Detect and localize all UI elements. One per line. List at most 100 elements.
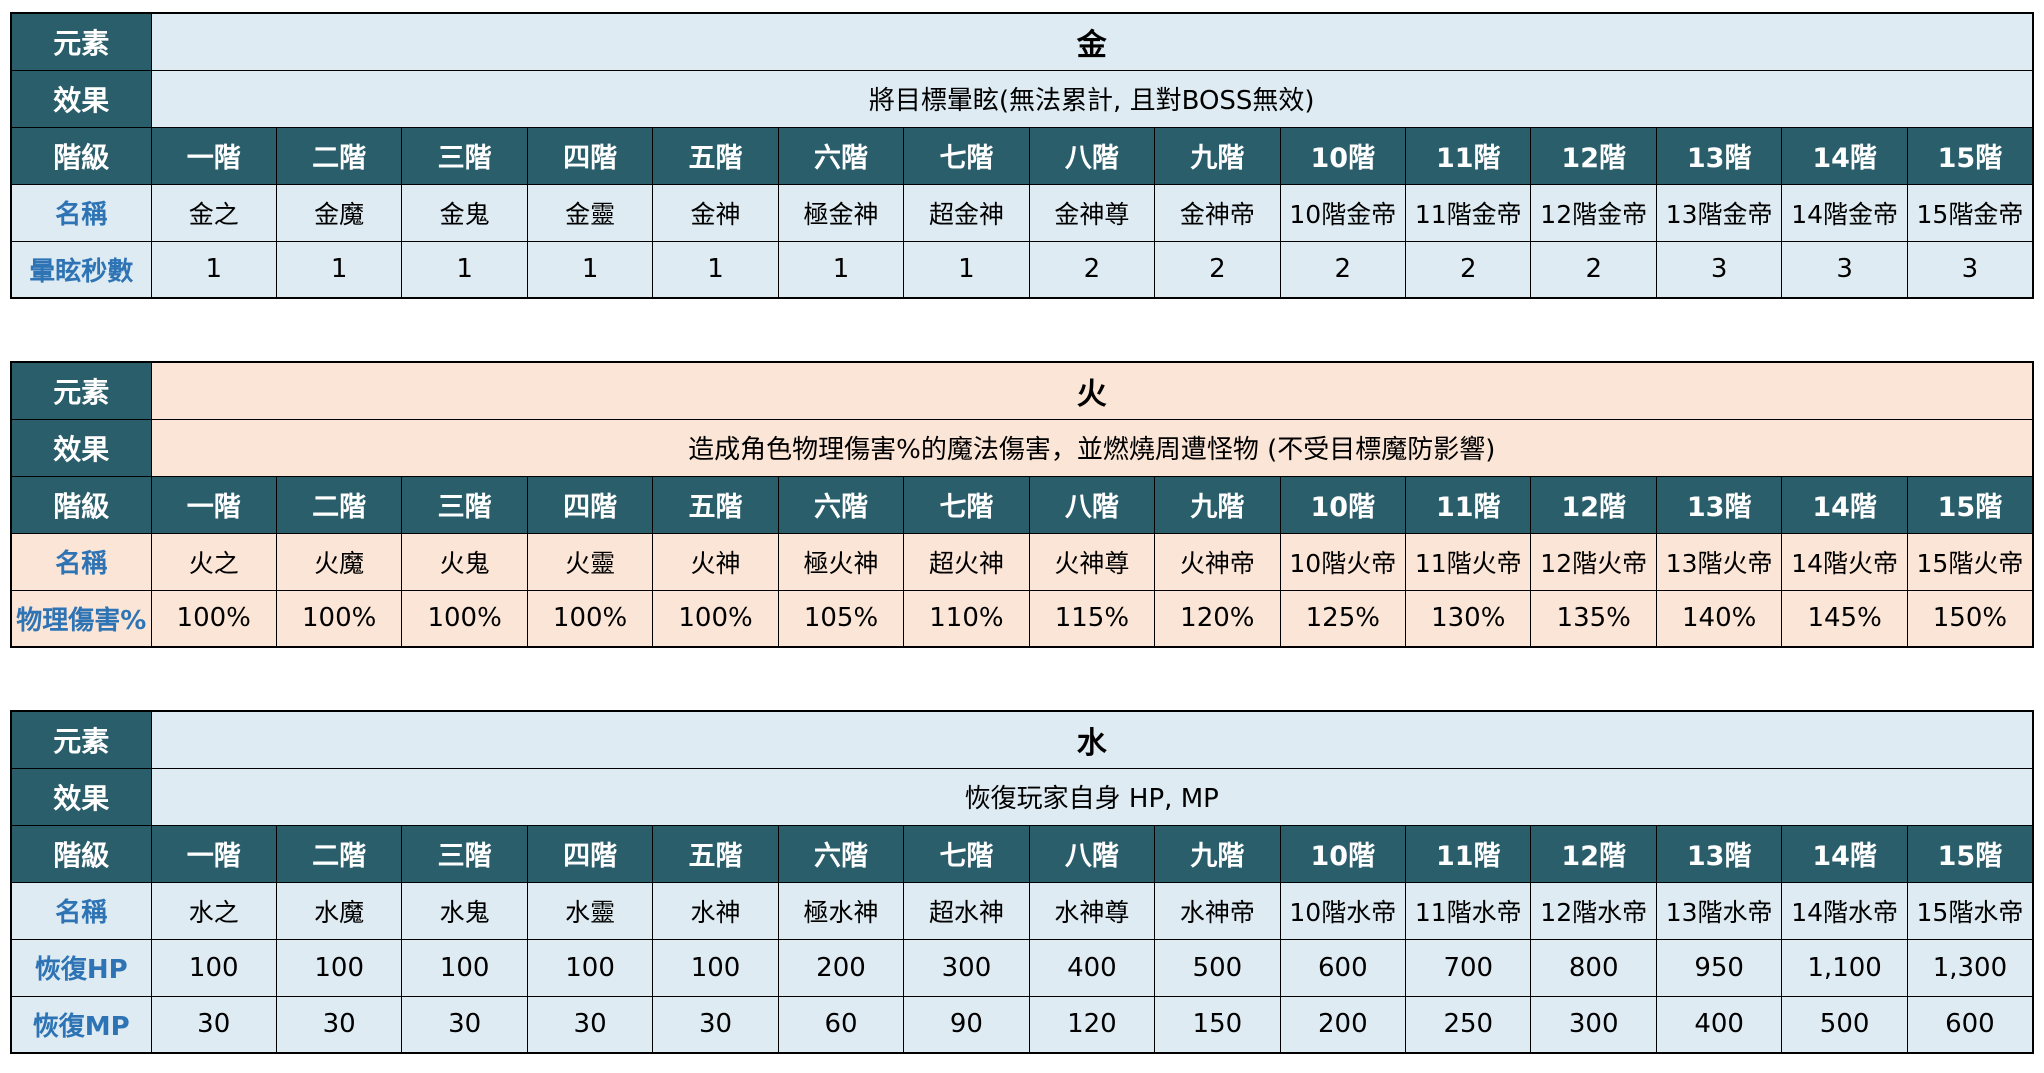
- tier-row-label: 階級: [10, 126, 152, 185]
- data-row-label: 恢復HP: [10, 938, 152, 997]
- data-cell: 13階金帝: [1655, 183, 1783, 242]
- data-cell: 200: [777, 938, 905, 997]
- tier-header-cell: 15階: [1906, 475, 2034, 534]
- data-cell: 100%: [652, 589, 779, 648]
- data-cell: 水之: [150, 881, 277, 940]
- tier-header-cell: 11階: [1405, 475, 1532, 534]
- element-row: 元素火: [10, 361, 2034, 420]
- data-cell: 1: [903, 240, 1030, 299]
- data-row-label: 名稱: [10, 183, 152, 242]
- data-cell: 13階火帝: [1655, 532, 1783, 591]
- data-cell: 12階火帝: [1530, 532, 1657, 591]
- data-cell: 極水神: [777, 881, 905, 940]
- tier-header-cell: 五階: [652, 475, 779, 534]
- element-row-label: 元素: [10, 12, 152, 71]
- tier-header-cell: 10階: [1279, 824, 1407, 883]
- tier-row-label: 階級: [10, 824, 152, 883]
- element-value: 金: [150, 12, 2034, 71]
- element-row: 元素水: [10, 710, 2034, 769]
- data-cell: 250: [1405, 995, 1532, 1054]
- tier-header-cell: 八階: [1028, 824, 1156, 883]
- data-cell: 超水神: [903, 881, 1030, 940]
- data-cell: 14階水帝: [1781, 881, 1908, 940]
- data-row: 名稱 金之 金魔 金鬼 金靈 金神 極金神 超金神 金神尊 金神帝 10階金帝 11階金帝 12階金帝 1…: [10, 183, 2034, 242]
- element-row: 元素金: [10, 12, 2034, 71]
- data-cell: 1: [150, 240, 277, 299]
- tier-header-cell: 13階: [1655, 475, 1783, 534]
- tier-header-cell: 六階: [777, 824, 905, 883]
- data-cell: 30: [401, 995, 528, 1054]
- data-cell: 2: [1028, 240, 1156, 299]
- tier-header-cell: 12階: [1530, 475, 1657, 534]
- data-cell: 30: [275, 995, 403, 1054]
- data-cell: 500: [1781, 995, 1908, 1054]
- effect-row: 效果 恢復玩家自身 HP, MP: [10, 767, 2034, 826]
- tier-header-cell: 九階: [1154, 126, 1281, 185]
- data-cell: 金靈: [526, 183, 654, 242]
- element-table-gold: 元素金效果 將目標暈眩(無法累計, 且對BOSS無效) 階級 一階 二階 三階 四階 五階 六階…: [10, 12, 2034, 299]
- tier-header-cell: 10階: [1279, 475, 1407, 534]
- tier-header-cell: 13階: [1655, 824, 1783, 883]
- data-cell: 10階金帝: [1279, 183, 1407, 242]
- data-row: 名稱 火之 火魔 火鬼 火靈 火神 極火神 超火神 火神尊 火神帝 10階火帝 11階火帝 12階火帝 1…: [10, 532, 2034, 591]
- data-cell: 600: [1279, 938, 1407, 997]
- data-cell: 140%: [1655, 589, 1783, 648]
- data-cell: 30: [526, 995, 654, 1054]
- data-cell: 10階水帝: [1279, 881, 1407, 940]
- data-cell: 1: [401, 240, 528, 299]
- data-cell: 火神帝: [1154, 532, 1281, 591]
- data-cell: 1: [526, 240, 654, 299]
- data-cell: 100: [401, 938, 528, 997]
- tier-header-cell: 10階: [1279, 126, 1407, 185]
- data-cell: 1: [275, 240, 403, 299]
- data-cell: 1,100: [1781, 938, 1908, 997]
- tier-header-cell: 一階: [150, 475, 277, 534]
- tier-header-cell: 六階: [777, 475, 905, 534]
- tier-header-cell: 七階: [903, 126, 1030, 185]
- tier-header-cell: 七階: [903, 475, 1030, 534]
- data-cell: 105%: [777, 589, 905, 648]
- data-cell: 3: [1781, 240, 1908, 299]
- data-cell: 30: [150, 995, 277, 1054]
- tier-header-cell: 三階: [401, 126, 528, 185]
- tier-row-label: 階級: [10, 475, 152, 534]
- data-cell: 135%: [1530, 589, 1657, 648]
- data-cell: 火魔: [275, 532, 403, 591]
- data-cell: 水神: [652, 881, 779, 940]
- data-cell: 11階水帝: [1405, 881, 1532, 940]
- data-cell: 600: [1906, 995, 2034, 1054]
- data-cell: 火鬼: [401, 532, 528, 591]
- data-cell: 145%: [1781, 589, 1908, 648]
- data-cell: 100%: [526, 589, 654, 648]
- data-cell: 11階金帝: [1405, 183, 1532, 242]
- data-cell: 金神尊: [1028, 183, 1156, 242]
- data-cell: 130%: [1405, 589, 1532, 648]
- data-row-label: 名稱: [10, 532, 152, 591]
- data-row: 名稱 水之 水魔 水鬼 水靈 水神 極水神 超水神 水神尊 水神帝 10階水帝 11階水帝 12階水帝 1…: [10, 881, 2034, 940]
- data-cell: 火之: [150, 532, 277, 591]
- element-value: 火: [150, 361, 2034, 420]
- data-cell: 14階火帝: [1781, 532, 1908, 591]
- tier-header-cell: 四階: [526, 824, 654, 883]
- tier-header-row: 階級 一階 二階 三階 四階 五階 六階 七階 八階 九階 10階 11階 12階 13階 14階 15階: [10, 126, 2034, 185]
- data-cell: 金神: [652, 183, 779, 242]
- data-cell: 3: [1655, 240, 1783, 299]
- data-cell: 10階火帝: [1279, 532, 1407, 591]
- data-cell: 火神尊: [1028, 532, 1156, 591]
- data-cell: 200: [1279, 995, 1407, 1054]
- tier-header-cell: 一階: [150, 824, 277, 883]
- data-cell: 水神帝: [1154, 881, 1281, 940]
- effect-row: 效果 將目標暈眩(無法累計, 且對BOSS無效): [10, 69, 2034, 128]
- data-cell: 300: [1530, 995, 1657, 1054]
- tier-header-cell: 14階: [1781, 475, 1908, 534]
- data-cell: 500: [1154, 938, 1281, 997]
- tier-header-cell: 13階: [1655, 126, 1783, 185]
- data-cell: 300: [903, 938, 1030, 997]
- data-cell: 火神: [652, 532, 779, 591]
- data-cell: 2: [1530, 240, 1657, 299]
- data-cell: 150: [1154, 995, 1281, 1054]
- data-row-label: 名稱: [10, 881, 152, 940]
- tier-header-cell: 四階: [526, 126, 654, 185]
- tier-header-row: 階級 一階 二階 三階 四階 五階 六階 七階 八階 九階 10階 11階 12階 13階 14階 15階: [10, 824, 2034, 883]
